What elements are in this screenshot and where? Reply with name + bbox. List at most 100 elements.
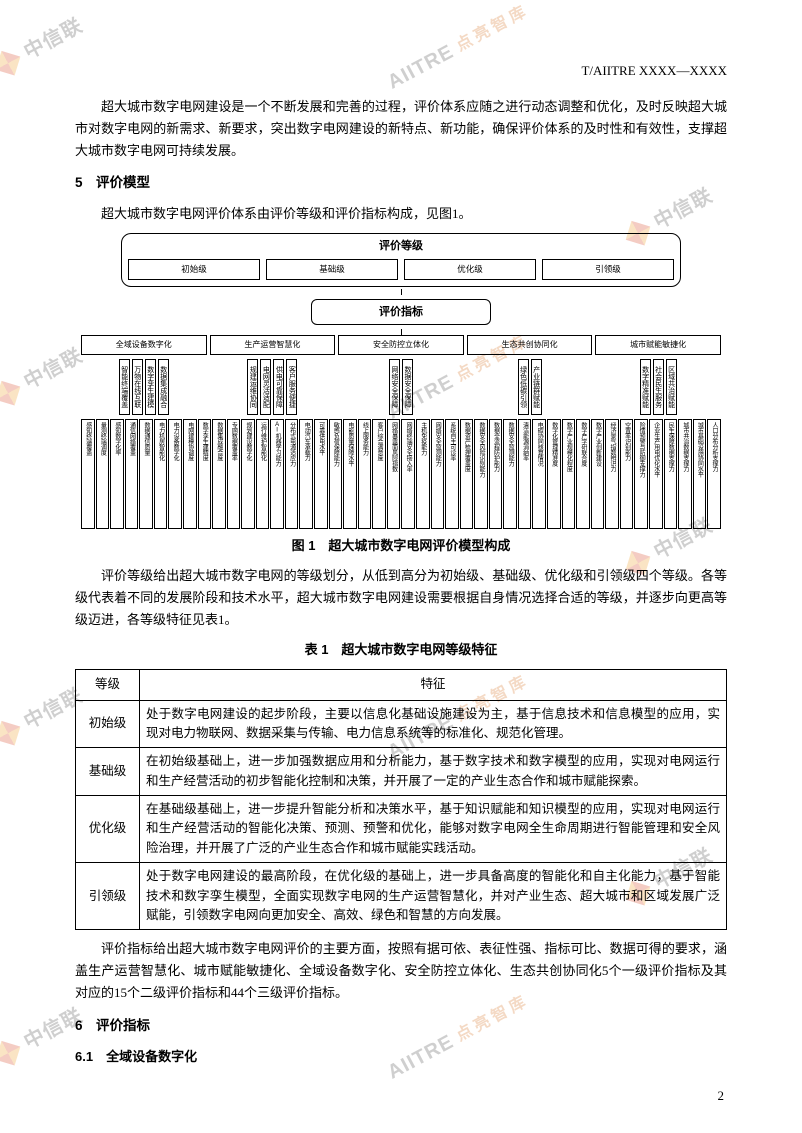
diagram-sub-indicator: 客户服务便捷 [286,359,297,415]
diagram-leaf-indicator: 系统自主可诊率 [445,419,459,529]
diagram-leaf-indicator: 数字孪生建精度 [198,419,212,529]
section-5-paragraph-2: 评价等级给出超大城市数字电网的等级划分，从低到高分为初始级、基础级、优化级和引领… [75,565,727,631]
diagram-leaf-indicator: 感知数字化率 [110,419,124,529]
diagram-leaf-indicator: 网络安全监测能力 [431,419,445,529]
diagram-sub-indicator: 万物在线互联 [132,359,143,415]
diagram-category-column: 生产运营智慧化规建运维协同电网灵活适配供电可靠保障客户服务便捷 [210,335,336,415]
table-row: 优化级在基础级基础上，进一步提升智能分析和决策水平，基于知识赋能和知识模型的应用… [76,796,727,863]
diagram-leaf-indicator: 民生保障数据支撑力 [664,419,678,529]
diagram-leaf-indicator: 电力设备数字化 [168,419,182,529]
diagram-leaf-indicator: 电网建模协调度 [183,419,197,529]
section-5-paragraph-3: 评价指标给出超大城市数字电网评价的主要方面，按照有据可依、表征性强、指标可比、数… [75,938,727,1004]
diagram-sub-indicator: 网络安全保障 [389,359,400,415]
diagram-sub-indicator: 数据集成融合 [158,359,169,415]
table-cell-level: 优化级 [76,796,140,863]
diagram-leaf-indicator: 敏感负荷保障能力 [329,419,343,529]
diagram-category-column: 全域设备数字化智能终端覆盖万物在线互联数字孪生建模数据集成融合 [81,335,207,415]
table-header-level: 等级 [76,670,140,700]
intro-paragraph: 超大城市数字电网建设是一个不断发展和完善的过程，评价体系应随之进行动态调整和优化… [75,96,727,162]
diagram-category: 城市赋能敏捷化 [595,335,721,355]
diagram-leaf-indicator: 数字化管理精准度 [547,419,561,529]
diagram-category-column: 安全防控立体化网络安全保障数据安全保障 [338,335,464,415]
diagram-sub-indicator: 电网灵活适配 [260,359,271,415]
diagram-leaf-indicator: 经济景气指数辨识力 [605,419,619,529]
diagram-leaf-indicator: 客户综合满意度 [372,419,386,529]
diagram-leaf-indicator: 城市基础设施协同水平 [693,419,707,529]
diagram-category-column: 生态共创协同化绿色低碳引领产业链群赋能 [467,335,593,415]
diagram-leaf-indicator: 感知终端覆盖 [81,419,95,529]
diagram-sub-indicator: 绿色低碳引领 [518,359,529,415]
diagram-sub-indicator: 产业链群赋能 [531,359,542,415]
diagram-leaf-indicator: 专网数据覆盖率 [227,419,241,529]
diagram-leaf-indicator: 企业生产用电优化水平 [649,419,663,529]
section-6-1-heading: 6.1 全域设备数字化 [75,1046,727,1068]
diagram-sub-indicator: 社会民生服务 [653,359,664,415]
diagram-sub-indicator: 数字精准赋能 [640,359,651,415]
diagram-leaf-indicator: 电碳协同核算情况 [532,419,546,529]
table-1: 等级 特征 初始级处于数字电网建设的起步阶段，主要以信息化基础设施建设为主，基于… [75,669,727,930]
diagram-leaf-indicator: 规划建设数字化 [241,419,255,529]
diagram-leaf-indicator: 数据安全风险识别能力 [474,419,488,529]
diagram-category-column: 城市赋能敏捷化数字精准赋能社会民生服务区域共治赋能 [595,335,721,415]
diagram-leaf-indicator: 清洁能源消纳率 [518,419,532,529]
diagram-category: 安全防控立体化 [338,335,464,355]
standard-code: T/AIITRE XXXX—XXXX [75,60,727,82]
diagram-leaf-indicator: 电力机房智能化 [154,419,168,529]
diagram-leaf-indicator: 运行维护智能化 [256,419,270,529]
diagram-leaf-indicator: 网络终端安全接入率 [401,419,415,529]
diagram-category: 生产运营智慧化 [210,335,336,355]
table-row: 引领级处于数字电网建设的最高阶段，在优化级的基础上，进一步具备高度的智能化和自主… [76,863,727,930]
diagram-leaf-indicator: 数字产业规模化程度 [562,419,576,529]
table-header-feature: 特征 [140,670,727,700]
section-6-heading: 6 评价指标 [75,1015,727,1038]
diagram-leaf-indicator: 电能质量保障水平 [343,419,357,529]
diagram-sub-indicator: 供电可靠保障 [273,359,284,415]
diagram-level: 引领级 [542,259,674,279]
diagram-sub-indicator: 规建运维协同 [247,359,258,415]
diagram-leaf-indicator: 电动汽车承载力 [299,419,313,529]
table-cell-desc: 在基础级基础上，进一步提升智能分析和决策水平，基于知识赋能和知识模型的应用，实现… [140,796,727,863]
table-header-row: 等级 特征 [76,670,727,700]
diagram-leaf-indicator: 数据通信质量 [139,419,153,529]
diagram-leaf-indicator: 数据资产梳理覆盖度 [460,419,474,529]
diagram-category: 生态共创协同化 [467,335,593,355]
table-1-caption: 表 1 超大城市数字电网等级特征 [75,639,727,661]
table-cell-desc: 处于数字电网建设的起步阶段，主要以信息化基础设施建设为主，基于信息技术和信息模型… [140,700,727,748]
diagram-leaf-indicator: 险情预警与防御支撑力 [634,419,648,529]
diagram-leaf-indicator: 可靠供电水平 [314,419,328,529]
diagram-leaf-indicator: 城市共治数据支撑力 [678,419,692,529]
table-cell-level: 初始级 [76,700,140,748]
diagram-leaf-indicator: 量测终端调度 [96,419,110,529]
diagram-leaf-indicator: 数字产业创新建设 [591,419,605,529]
table-cell-level: 基础级 [76,748,140,796]
section-5-paragraph-1: 超大城市数字电网评价体系由评价等级和评价指标构成，见图1。 [75,203,727,225]
table-row: 基础级在初始级基础上，进一步加强数据应用和分析能力，基于数字技术和数字模型的应用… [76,748,727,796]
diagram-category: 全域设备数字化 [81,335,207,355]
diagram-leaf-indicator: 数据集成融合度 [212,419,226,529]
diagram-levels-title: 评价等级 [128,237,674,256]
figure-1-caption: 图 1 超大城市数字电网评价模型构成 [75,535,727,557]
diagram-leaf-indicator: 主机免疫能力 [416,419,430,529]
diagram-sub-indicator: 区域共治赋能 [666,359,677,415]
diagram-levels-box: 评价等级 初始级基础级优化级引领级 [121,233,681,286]
figure-1-diagram: 评价等级 初始级基础级优化级引领级 评价指标 全域设备数字化智能终端覆盖万物在线… [81,233,721,528]
diagram-leaf-indicator: 通信网络覆盖 [125,419,139,529]
diagram-leaf-indicator: 线上服务能力 [358,419,372,529]
diagram-leaf-indicator: 数字产学研联合度 [576,419,590,529]
diagram-leaf-indicator: 数据安全监测能力 [503,419,517,529]
diagram-leaf-indicator: AI机器学习能力 [270,419,284,529]
diagram-leaf-indicator: 分布式电源适应力 [285,419,299,529]
diagram-leaf-indicator: 人口分布分析支撑力 [707,419,721,529]
diagram-level: 优化级 [404,259,536,279]
table-row: 初始级处于数字电网建设的起步阶段，主要以信息化基础设施建设为主，基于信息技术和信… [76,700,727,748]
diagram-leaf-indicator: 网络暴露面风险指数 [387,419,401,529]
diagram-indicators-title: 评价指标 [311,299,491,326]
diagram-leaf-indicator: 空置率识别能力 [620,419,634,529]
diagram-sub-indicator: 数据安全保障 [402,359,413,415]
table-cell-desc: 在初始级基础上，进一步加强数据应用和分析能力，基于数字技术和数字模型的应用，实现… [140,748,727,796]
table-cell-desc: 处于数字电网建设的最高阶段，在优化级的基础上，进一步具备高度的智能化和自主化能力… [140,863,727,930]
section-5-heading: 5 评价模型 [75,172,727,195]
diagram-leaf-indicator: 数据全流程防护能力 [489,419,503,529]
diagram-sub-indicator: 数字孪生建模 [145,359,156,415]
diagram-sub-indicator: 智能终端覆盖 [119,359,130,415]
